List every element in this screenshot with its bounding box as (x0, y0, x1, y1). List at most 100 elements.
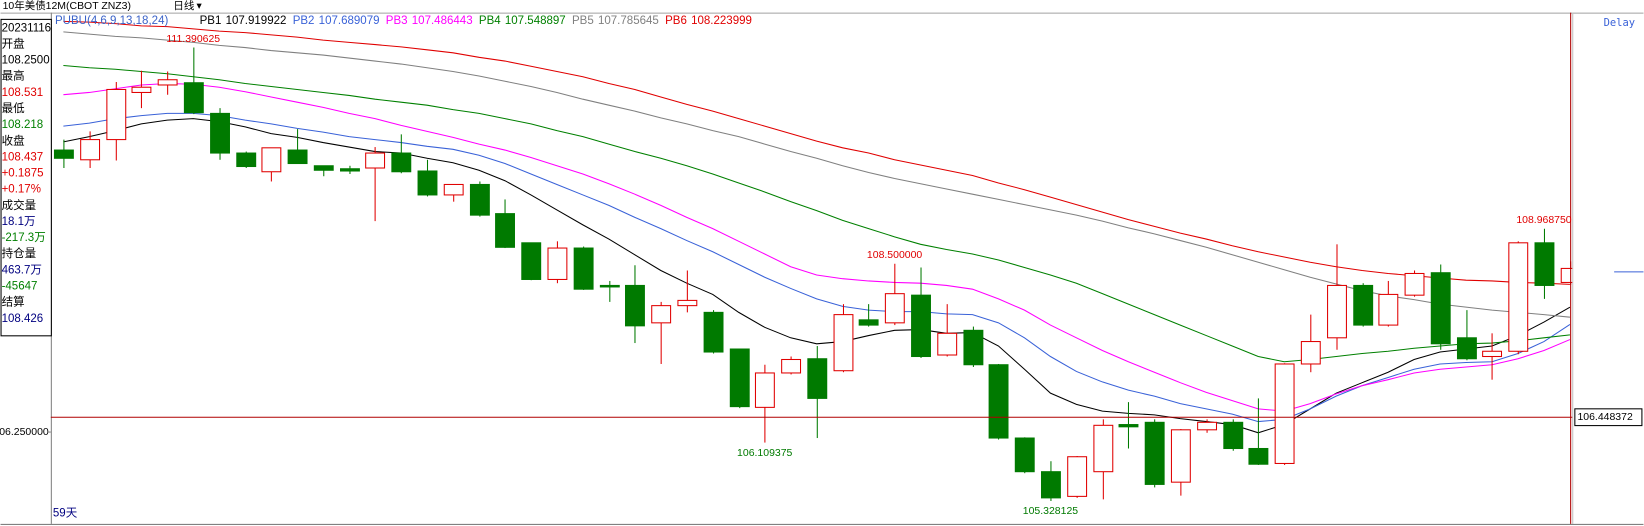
period-selector[interactable]: 日线 (173, 0, 194, 12)
candle-body (573, 247, 594, 290)
info-panel-text: 108.426 (2, 313, 44, 325)
indicator-line (63, 82, 1571, 412)
candle-body (1508, 242, 1529, 352)
candle-body (1300, 341, 1321, 365)
crosshair-label: 106.448372 (1577, 412, 1632, 423)
indicator-name: PUBU(4,6,9,13,18,24) (55, 15, 168, 27)
info-panel-text: 108.2500 (2, 55, 50, 67)
info-panel-text: 463.7万 (2, 264, 42, 276)
candle-body (210, 112, 230, 154)
candle-body (1144, 421, 1165, 485)
candle-body (495, 213, 515, 248)
candle-body (1170, 429, 1191, 483)
candle-body (131, 86, 152, 93)
legend-entry: PB4 107.548897 (479, 15, 566, 27)
candle-body (911, 294, 931, 358)
candle-body (1482, 350, 1503, 358)
legend-entry: PB1 107.919922 (200, 15, 287, 27)
candle-body (340, 168, 360, 172)
period-dropdown-arrow[interactable]: ▾ (196, 1, 202, 12)
indicator-line (63, 20, 1570, 285)
legend-name: PB5 (572, 15, 594, 27)
legend-entry: PB5 107.785645 (572, 15, 659, 27)
info-panel (0, 18, 52, 337)
legend-value: 107.486443 (412, 15, 473, 27)
candle-body (858, 319, 879, 326)
candle-body (807, 358, 828, 399)
extreme-label: 108.968750 (1516, 215, 1571, 226)
candle-body (1353, 284, 1374, 326)
legend-name: PB6 (665, 15, 687, 27)
legend-value: 107.689079 (319, 15, 380, 27)
info-panel-text: 收盘 (2, 133, 25, 147)
info-panel-text: 最低 (2, 102, 26, 115)
candle-body (365, 152, 386, 169)
indicator-line (63, 31, 1570, 318)
legend-value: 108.223999 (691, 15, 752, 27)
candle-body (547, 247, 568, 280)
legend-value: 107.785645 (598, 15, 659, 27)
candle-body (236, 152, 257, 168)
candle-body (1378, 293, 1399, 326)
info-panel-text: -217.3万 (2, 232, 46, 244)
legend-name: PB1 (200, 15, 222, 27)
info-panel-text: -45647 (2, 281, 38, 293)
plot-area (53, 20, 1573, 502)
candle-body (754, 372, 775, 408)
candle-body (1327, 284, 1347, 339)
info-panel-text: 持仓量 (2, 246, 37, 260)
candle-body (1040, 471, 1061, 499)
candle-body (1223, 421, 1244, 450)
candle-body (703, 311, 724, 353)
candle-body (53, 149, 74, 159)
legend-value: 107.919922 (226, 15, 287, 27)
info-panel-text: 成交量 (2, 198, 37, 212)
candle-body (1248, 447, 1269, 465)
info-panel-text: 开盘 (2, 36, 25, 50)
candle-body (729, 348, 750, 408)
candle-body (963, 329, 984, 366)
crosshair-label-box (1574, 408, 1643, 427)
candle-body (106, 88, 127, 141)
candle-body (1014, 437, 1035, 473)
extreme-label: 111.390625 (166, 34, 220, 45)
legend-name: PB2 (293, 15, 315, 27)
y-tick-label: 106.250000 (0, 427, 49, 438)
info-panel-text: +0.1875 (2, 168, 44, 180)
candle-body (1274, 363, 1295, 464)
legend-entry: PB6 108.223999 (665, 15, 752, 27)
candle-body (1067, 456, 1088, 497)
candle-body (937, 332, 958, 356)
candle-body (391, 152, 412, 173)
candle-body (417, 170, 438, 196)
candle-body (1534, 242, 1555, 286)
legend-entry: PB3 107.486443 (386, 15, 473, 27)
candle-body (157, 79, 178, 86)
info-panel-text: 108.531 (2, 87, 44, 99)
candle-body (1404, 272, 1425, 296)
info-panel-text: 108.437 (2, 151, 44, 163)
candle-body (651, 305, 672, 324)
indicator-line (63, 118, 1571, 434)
extreme-label: 105.328125 (1023, 506, 1078, 517)
info-panel-content: 20231116 开盘 108.2500 最高 108.531 最低 108.218 收盘 10… (2, 22, 51, 325)
info-panel-text: 108.218 (2, 119, 44, 131)
overlay: 106.448372 (50, 12, 1643, 524)
candle-body (443, 183, 464, 196)
candle-body (261, 147, 282, 173)
legend-entry: PB2 107.689079 (293, 15, 380, 27)
candle-body (313, 165, 334, 171)
candle-body (599, 284, 620, 288)
candle-body (1197, 421, 1218, 431)
candle-body (183, 82, 204, 114)
info-panel-text: +0.17% (2, 184, 41, 196)
info-panel-text: 最高 (2, 69, 25, 83)
extreme-label: 108.500000 (867, 250, 922, 261)
legend-name: PB4 (479, 15, 501, 27)
candle-body (781, 358, 802, 374)
extreme-label: 106.109375 (737, 448, 792, 459)
legend-name: PB3 (386, 15, 408, 27)
